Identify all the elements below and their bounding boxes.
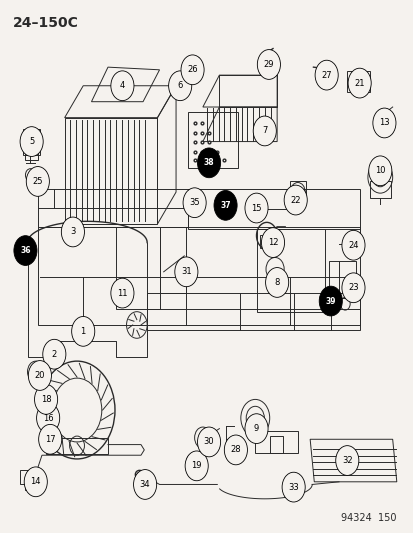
Text: 8: 8 [274,278,279,287]
Text: 37: 37 [220,201,230,210]
Circle shape [111,278,134,308]
Text: 19: 19 [191,462,202,470]
Text: 2: 2 [52,350,57,359]
Text: 33: 33 [287,482,298,491]
Circle shape [20,127,43,157]
Text: 25: 25 [33,177,43,186]
Text: 1: 1 [81,327,85,336]
Circle shape [183,188,206,217]
Circle shape [28,361,51,390]
Circle shape [314,60,337,90]
Text: 26: 26 [187,66,197,74]
Text: 39: 39 [325,296,335,305]
Text: 4: 4 [119,81,125,90]
Circle shape [224,435,247,465]
Circle shape [36,403,59,433]
Text: 11: 11 [117,288,127,297]
Circle shape [265,268,288,297]
Circle shape [38,424,62,454]
Text: 94324  150: 94324 150 [340,513,396,523]
Circle shape [368,156,391,185]
Circle shape [244,193,268,223]
Circle shape [341,273,364,303]
Text: 12: 12 [267,238,278,247]
Circle shape [372,108,395,138]
Circle shape [257,50,280,79]
Text: 9: 9 [253,424,259,433]
Text: 27: 27 [320,70,331,79]
Text: 17: 17 [45,435,55,444]
Circle shape [283,185,306,215]
Text: 23: 23 [347,283,358,292]
Text: 5: 5 [29,137,34,146]
Circle shape [111,71,134,101]
Circle shape [168,71,191,101]
Circle shape [335,446,358,475]
Text: 24–150C: 24–150C [13,15,79,29]
Text: 24: 24 [347,241,358,250]
Text: 29: 29 [263,60,273,69]
Circle shape [34,384,57,414]
Text: 15: 15 [251,204,261,213]
Circle shape [214,190,237,220]
Text: 6: 6 [177,81,183,90]
Circle shape [185,451,208,481]
Circle shape [14,236,37,265]
Text: 31: 31 [180,268,191,276]
Text: 20: 20 [35,371,45,380]
Text: 10: 10 [374,166,385,175]
Circle shape [61,217,84,247]
Circle shape [244,414,268,443]
Text: 14: 14 [31,478,41,486]
Circle shape [197,427,220,457]
Circle shape [281,472,304,502]
Text: 34: 34 [140,480,150,489]
Circle shape [24,467,47,497]
Circle shape [174,257,197,287]
Text: 3: 3 [70,228,76,237]
Text: 30: 30 [203,438,214,447]
Circle shape [261,228,284,257]
Circle shape [347,68,370,98]
Text: 16: 16 [43,414,53,423]
Text: 36: 36 [20,246,31,255]
Text: 28: 28 [230,446,241,455]
Circle shape [26,166,49,196]
Circle shape [197,148,220,177]
Circle shape [318,286,342,316]
Text: 32: 32 [341,456,352,465]
Text: 35: 35 [189,198,199,207]
Text: 13: 13 [378,118,389,127]
Text: 18: 18 [40,395,51,404]
Circle shape [71,317,95,346]
Circle shape [341,230,364,260]
Circle shape [253,116,275,146]
Text: 22: 22 [290,196,300,205]
Circle shape [180,55,204,85]
Text: 7: 7 [261,126,267,135]
Text: 38: 38 [203,158,214,167]
Circle shape [133,470,156,499]
Text: 21: 21 [354,78,364,87]
Circle shape [43,340,66,369]
